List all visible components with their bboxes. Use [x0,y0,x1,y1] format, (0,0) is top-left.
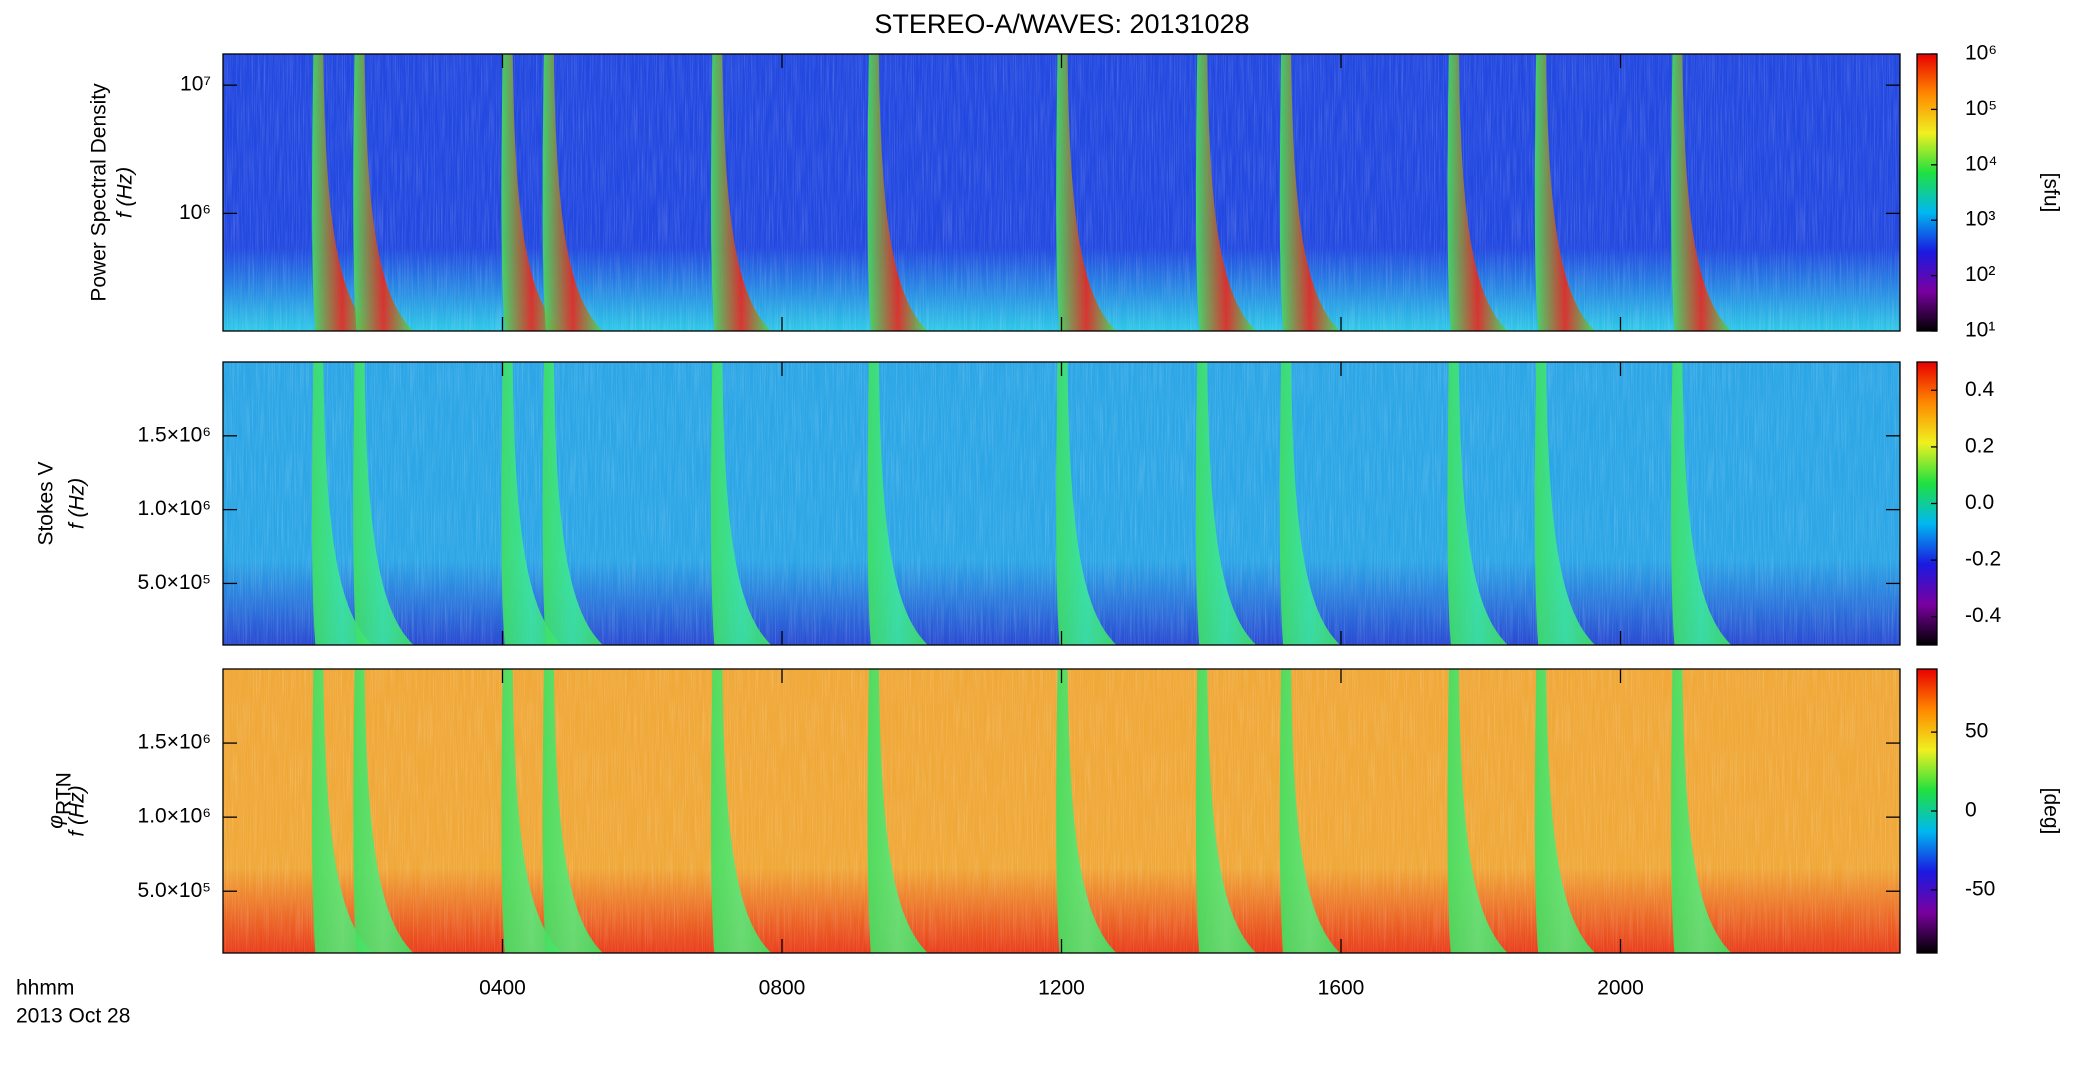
burst [353,54,414,331]
colorbar-label: [sfu] [2039,173,2062,213]
y-tick-label: 1.5×10⁶ [138,423,211,446]
y-tick-label: 1.0×10⁶ [138,805,211,828]
burst [1534,362,1596,645]
burst [1534,669,1596,953]
burst [711,669,772,953]
plot-area [223,669,1900,953]
y-axis-label: f (Hz) [66,478,89,529]
burst [1195,362,1257,645]
x-axis-label: hhmm [16,977,74,1000]
burst [542,54,603,331]
burst [1195,669,1257,953]
burst [1671,362,1732,645]
burst [1671,669,1732,953]
burst [1279,362,1341,645]
burst [1279,669,1341,953]
burst [1056,362,1117,645]
colorbar-tick-label: 0 [1965,799,1977,822]
plot-area [223,54,1900,331]
y-tick-label: 5.0×10⁵ [137,879,211,902]
burst [542,669,603,953]
burst [542,362,603,645]
burst [501,362,562,645]
burst [501,54,562,331]
colorbar-tick-label: 10⁴ [1965,152,1997,175]
burst [1056,54,1117,331]
colorbar-tick-label: 10¹ [1965,319,1995,342]
colorbar-tick-label: 10³ [1965,208,1995,231]
colorbar-label: [deg] [2039,788,2062,835]
x-tick-label: 1200 [1038,977,1085,1000]
figure-title: STEREO-A/WAVES: 20131028 [874,9,1249,39]
colorbar-tick-label: -50 [1965,877,1995,900]
burst [1447,54,1508,331]
colorbar-tick-label: 0.4 [1965,378,1995,401]
burst [312,362,373,645]
burst [1671,54,1732,331]
burst [867,362,928,645]
burst [501,669,562,953]
y-axis-label: Stokes V [35,461,58,545]
burst [1056,669,1117,953]
burst [312,669,373,953]
colorbar-tick-label: 10² [1965,263,1995,286]
y-tick-label: 5.0×10⁵ [137,571,211,594]
y-axis-label: Power Spectral Density [88,83,111,302]
x-tick-label: 0800 [759,977,806,1000]
y-axis-label: f (Hz) [66,785,89,836]
x-tick-label: 2000 [1597,977,1644,1000]
y-tick-label: 10⁶ [179,201,211,224]
burst [1279,54,1341,331]
colorbar-tick-label: -0.4 [1965,604,2002,627]
burst [1447,669,1508,953]
y-tick-label: 10⁷ [180,73,211,96]
burst [711,362,772,645]
y-axis-symbol: φ [45,815,68,829]
colorbar-tick-label: 0.2 [1965,434,1994,457]
x-tick-label: 0400 [479,977,526,1000]
y-axis-subscript: RTN [53,772,76,815]
burst [353,362,414,645]
burst [867,54,928,331]
x-axis-date: 2013 Oct 28 [16,1005,130,1028]
burst [353,669,414,953]
burst [1195,54,1257,331]
x-tick-label: 1600 [1318,977,1365,1000]
colorbar [1916,53,1938,332]
burst [1534,54,1596,331]
burst [1447,362,1508,645]
plot-area [223,362,1900,645]
y-tick-label: 1.5×10⁶ [138,731,211,754]
burst [867,669,928,953]
y-axis-label: f (Hz) [114,167,137,218]
colorbar-tick-label: -0.2 [1965,548,2001,571]
colorbar-tick-label: 10⁶ [1965,42,1997,65]
colorbar-tick-label: 10⁵ [1965,97,1997,120]
burst [312,54,373,331]
burst [711,54,772,331]
colorbar-tick-label: 0.0 [1965,491,1994,514]
colorbar-tick-label: 50 [1965,720,1988,743]
y-tick-label: 1.0×10⁶ [138,497,211,520]
